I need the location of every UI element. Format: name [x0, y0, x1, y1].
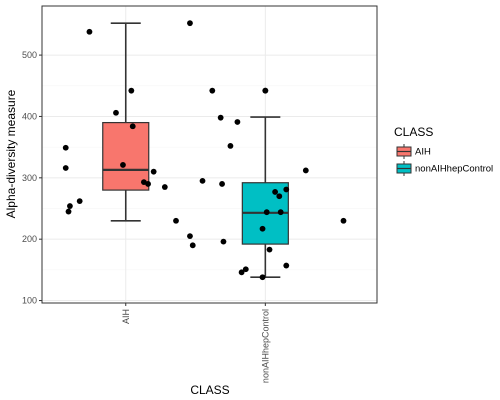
y-tick-label: 500 [22, 50, 37, 60]
box-iqr [102, 121, 150, 191]
data-point [277, 209, 284, 216]
data-point [145, 181, 151, 187]
x-tick-label: AIH [121, 309, 131, 324]
data-point [227, 143, 234, 149]
data-point [276, 193, 283, 200]
data-point [219, 181, 225, 187]
data-point [259, 225, 266, 232]
legend-item-nonAIHhepControl: nonAIHhepControl [396, 161, 493, 176]
data-point [129, 123, 136, 130]
x-axis: AIH nonAIHhepControl [121, 303, 270, 383]
data-point [150, 168, 157, 175]
data-point [242, 266, 249, 273]
data-point [262, 87, 269, 94]
y-tick-label: 400 [22, 111, 37, 121]
y-tick-label: 300 [22, 173, 37, 183]
data-point [128, 87, 135, 94]
plot-border [41, 5, 378, 304]
y-tick-label: 200 [22, 234, 37, 244]
data-point [217, 114, 224, 121]
data-point [62, 165, 69, 171]
legend: CLASS AIH nonAIHhepControl [394, 125, 493, 176]
plot-panel [42, 6, 377, 303]
data-point [283, 262, 290, 269]
data-point [209, 87, 216, 94]
y-axis: 100 200 300 400 500 [22, 50, 42, 306]
data-point [340, 217, 347, 224]
box-AIH [102, 22, 150, 222]
x-tick-label: nonAIHhepControl [260, 309, 270, 383]
legend-title: CLASS [394, 125, 433, 139]
data-point [263, 209, 270, 216]
data-point [238, 269, 245, 276]
legend-label: AIH [415, 147, 431, 158]
data-point [283, 186, 290, 193]
data-point [187, 233, 193, 240]
data-point [220, 238, 227, 245]
data-point [65, 208, 72, 215]
legend-keys: AIH nonAIHhepControl [396, 144, 493, 176]
y-tick-label: 100 [22, 296, 37, 306]
box-layer [102, 22, 289, 279]
legend-item-AIH: AIH [396, 144, 431, 159]
data-point [161, 184, 168, 190]
grid-lines [42, 6, 377, 303]
data-point [120, 162, 126, 168]
data-point [234, 119, 241, 125]
legend-label: nonAIHhepControl [415, 164, 493, 175]
data-point [62, 144, 69, 151]
data-point [173, 217, 179, 224]
data-point [67, 203, 73, 209]
data-point [113, 109, 119, 116]
data-point [76, 198, 83, 205]
data-point [187, 20, 193, 27]
y-axis-title: Alpha-diversity measure [4, 89, 18, 218]
x-axis-title: CLASS [190, 383, 229, 397]
data-point [302, 167, 309, 174]
point-layer [62, 20, 347, 281]
data-point [259, 274, 266, 281]
data-point [272, 189, 279, 195]
data-point [86, 28, 93, 35]
data-point [266, 246, 273, 253]
data-point [199, 177, 206, 184]
data-point [189, 242, 196, 249]
